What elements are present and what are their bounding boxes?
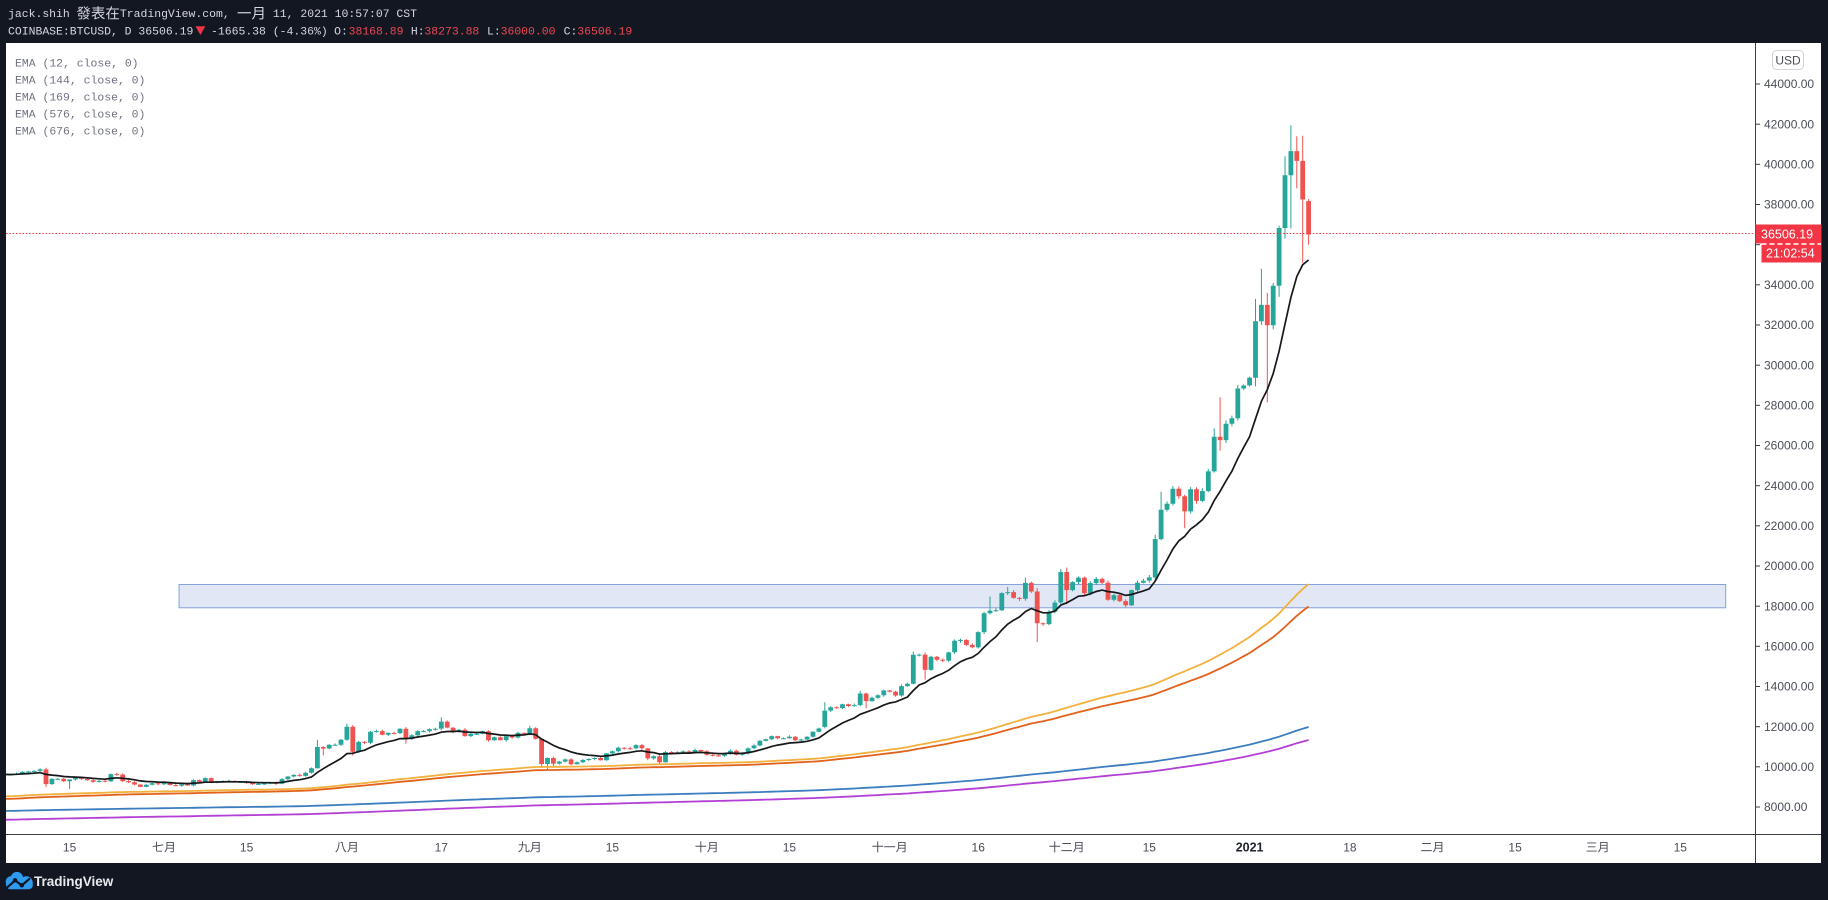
- svg-text:11, 2021 10:57:07 CST: 11, 2021 10:57:07 CST: [273, 8, 417, 21]
- svg-text:L:: L:: [487, 26, 501, 39]
- svg-text:38168.89: 38168.89: [349, 26, 404, 39]
- svg-text:18: 18: [1343, 841, 1357, 855]
- svg-text:H:: H:: [411, 26, 425, 39]
- svg-text:30000.00: 30000.00: [1764, 358, 1814, 372]
- svg-text:15: 15: [1143, 841, 1157, 855]
- svg-text:36506.19: 36506.19: [1761, 228, 1813, 242]
- svg-text:24000.00: 24000.00: [1764, 479, 1814, 493]
- svg-text:jack.shih: jack.shih: [8, 8, 70, 21]
- svg-text:2021: 2021: [1236, 841, 1264, 855]
- svg-text:15: 15: [606, 841, 620, 855]
- svg-text:26000.00: 26000.00: [1764, 439, 1814, 453]
- svg-text:38000.00: 38000.00: [1764, 198, 1814, 212]
- svg-text:10000.00: 10000.00: [1764, 760, 1814, 774]
- svg-text:O:: O:: [334, 26, 348, 39]
- svg-text:EMA (676, close, 0): EMA (676, close, 0): [15, 126, 145, 139]
- svg-text:16000.00: 16000.00: [1764, 640, 1814, 654]
- svg-text:USD: USD: [1775, 53, 1801, 67]
- svg-text:42000.00: 42000.00: [1764, 117, 1814, 131]
- svg-text:COINBASE:BTCUSD, D 36506.19: COINBASE:BTCUSD, D 36506.19: [8, 26, 193, 39]
- svg-text:15: 15: [1674, 841, 1688, 855]
- svg-text:EMA (169, close, 0): EMA (169, close, 0): [15, 92, 145, 105]
- svg-text:EMA (12, close, 0): EMA (12, close, 0): [15, 58, 139, 71]
- svg-text:EMA (576, close, 0): EMA (576, close, 0): [15, 109, 145, 122]
- svg-text:22000.00: 22000.00: [1764, 519, 1814, 533]
- svg-text:36506.19: 36506.19: [577, 26, 632, 39]
- svg-text:15: 15: [783, 841, 797, 855]
- svg-text:TradingView: TradingView: [34, 874, 114, 889]
- svg-text:14000.00: 14000.00: [1764, 680, 1814, 694]
- svg-text:EMA (144, close, 0): EMA (144, close, 0): [15, 75, 145, 88]
- svg-text:34000.00: 34000.00: [1764, 278, 1814, 292]
- svg-text:28000.00: 28000.00: [1764, 399, 1814, 413]
- svg-text:8000.00: 8000.00: [1764, 800, 1808, 814]
- svg-text:18000.00: 18000.00: [1764, 599, 1814, 613]
- svg-text:20000.00: 20000.00: [1764, 559, 1814, 573]
- svg-text:44000.00: 44000.00: [1764, 77, 1814, 91]
- svg-text:16: 16: [972, 841, 986, 855]
- svg-text:15: 15: [63, 841, 77, 855]
- svg-text:21:02:54: 21:02:54: [1766, 247, 1815, 261]
- svg-text:40000.00: 40000.00: [1764, 158, 1814, 172]
- svg-text:36000.00: 36000.00: [501, 26, 556, 39]
- svg-text:TradingView.com,: TradingView.com,: [120, 8, 230, 21]
- svg-text:C:: C:: [564, 26, 578, 39]
- svg-text:15: 15: [240, 841, 254, 855]
- svg-text:32000.00: 32000.00: [1764, 318, 1814, 332]
- svg-text:12000.00: 12000.00: [1764, 720, 1814, 734]
- svg-text:15: 15: [1508, 841, 1522, 855]
- svg-text:17: 17: [435, 841, 449, 855]
- svg-text:38273.88: 38273.88: [424, 26, 479, 39]
- svg-text:-1665.38 (-4.36%): -1665.38 (-4.36%): [211, 26, 328, 39]
